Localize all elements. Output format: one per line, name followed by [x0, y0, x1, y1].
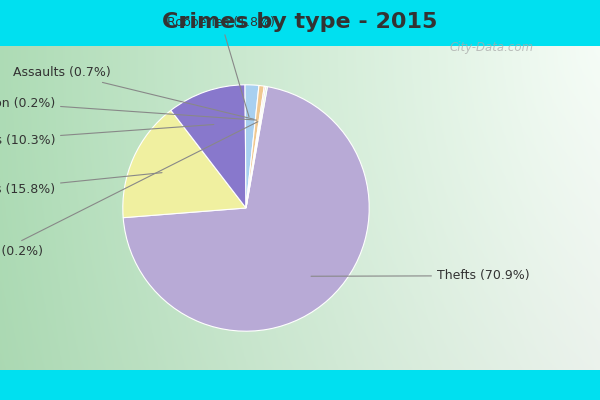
Text: Auto thefts (10.3%): Auto thefts (10.3%)	[0, 124, 214, 147]
Wedge shape	[123, 87, 369, 331]
Wedge shape	[171, 85, 246, 208]
Wedge shape	[123, 110, 246, 218]
Text: Robberies (1.8%): Robberies (1.8%)	[167, 16, 275, 117]
Text: Assaults (0.7%): Assaults (0.7%)	[13, 66, 254, 119]
Text: Arson (0.2%): Arson (0.2%)	[0, 97, 256, 120]
Wedge shape	[246, 86, 266, 208]
Wedge shape	[246, 86, 268, 208]
Text: Rapes (0.2%): Rapes (0.2%)	[0, 122, 258, 258]
Text: Burglaries (15.8%): Burglaries (15.8%)	[0, 173, 162, 196]
Wedge shape	[245, 85, 259, 208]
Text: Thefts (70.9%): Thefts (70.9%)	[311, 269, 530, 282]
Text: Crimes by type - 2015: Crimes by type - 2015	[163, 12, 437, 32]
Wedge shape	[246, 86, 265, 208]
Text: City-Data.com: City-Data.com	[450, 42, 534, 54]
